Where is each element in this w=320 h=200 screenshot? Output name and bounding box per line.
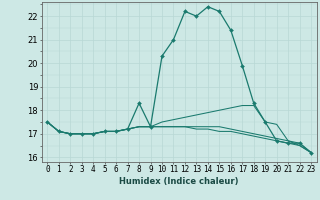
X-axis label: Humidex (Indice chaleur): Humidex (Indice chaleur) [119, 177, 239, 186]
